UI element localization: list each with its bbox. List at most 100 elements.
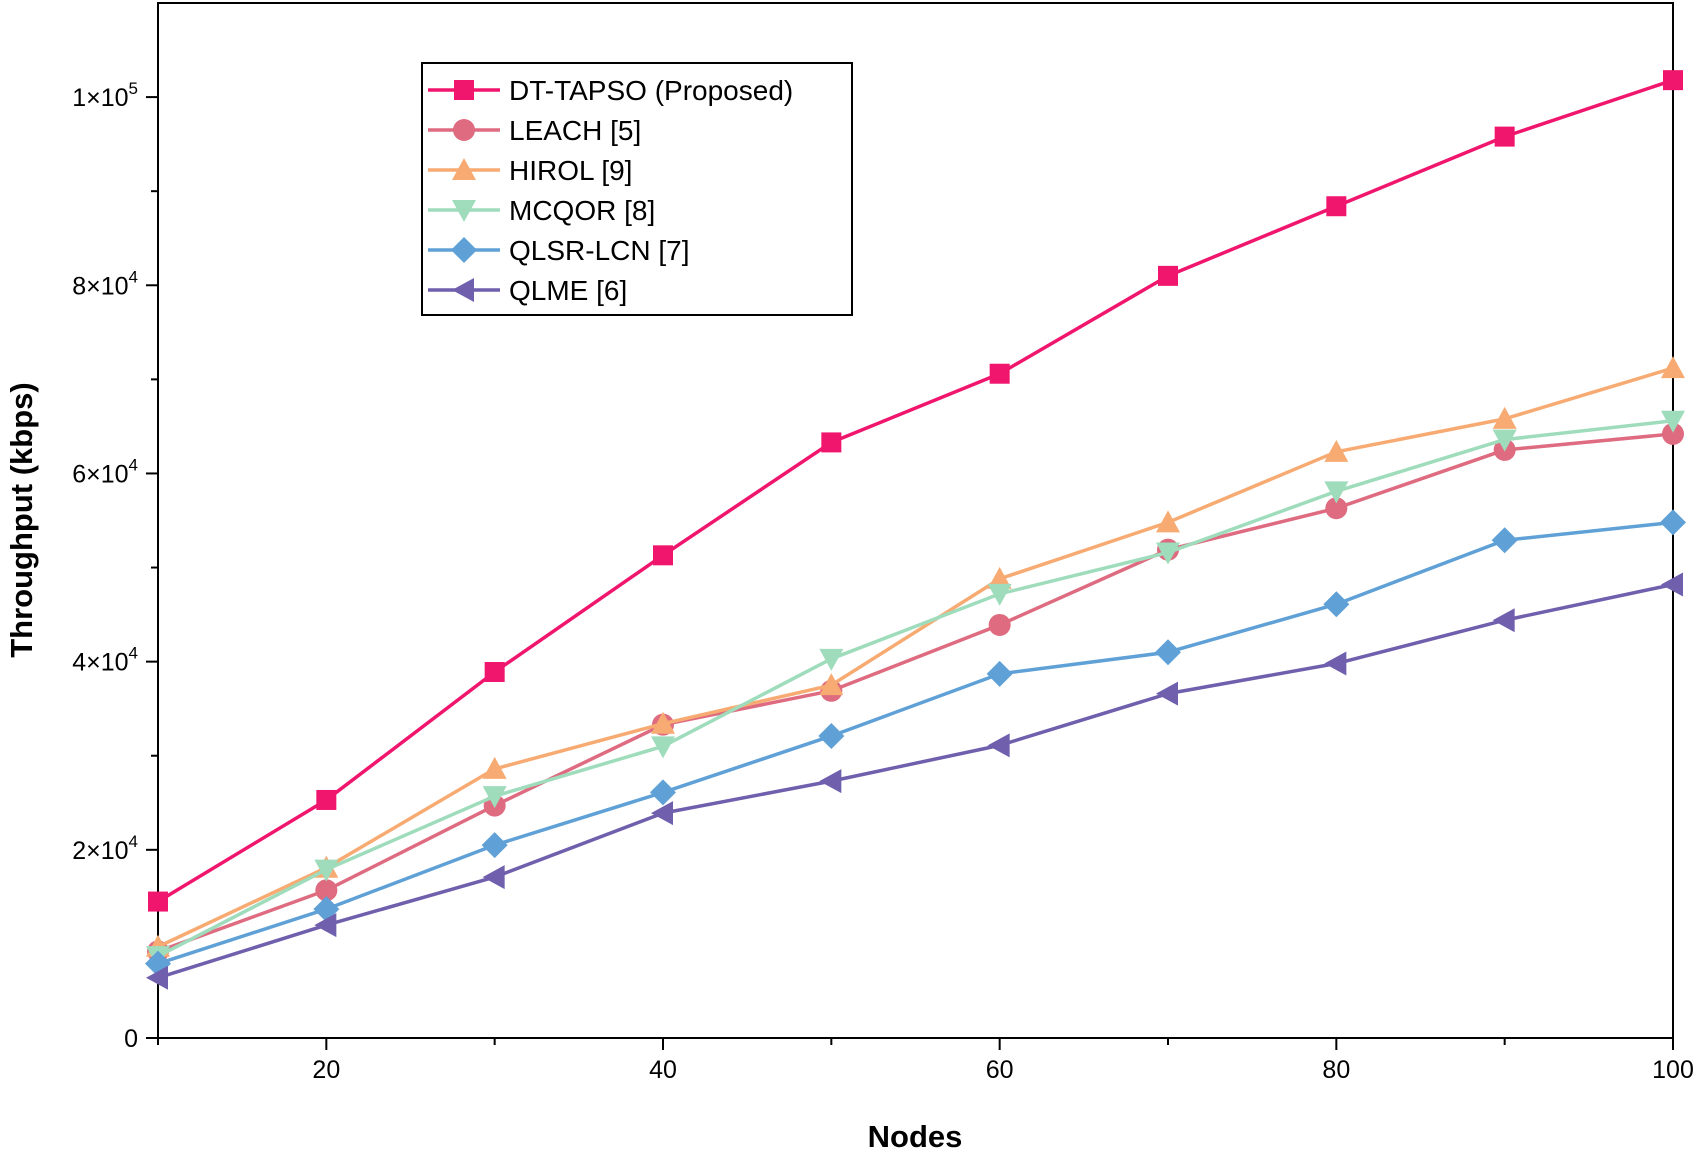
- data-point: [1324, 481, 1349, 504]
- series-line: [157, 520, 1674, 966]
- legend-item: MCQOR [8]: [428, 195, 655, 226]
- series-line: [157, 432, 1674, 954]
- y-tick-mantissa: 1×10: [72, 84, 128, 112]
- data-point: [1324, 651, 1347, 676]
- data-point: [819, 769, 842, 794]
- data-point: [651, 711, 675, 734]
- legend-item: HIROL [9]: [428, 155, 632, 186]
- data-point: [1326, 196, 1347, 217]
- legend-label: MCQOR [8]: [509, 195, 655, 226]
- data-point: [987, 733, 1010, 758]
- data-point: [1661, 572, 1683, 597]
- data-point: [1156, 681, 1178, 706]
- y-tick-label: 0: [124, 1025, 138, 1053]
- data-point: [1491, 527, 1518, 554]
- y-tick-mantissa: 0: [124, 1025, 138, 1053]
- legend-marker: [452, 278, 474, 302]
- data-point: [484, 661, 505, 682]
- legend-marker: [452, 158, 476, 180]
- data-point: [1661, 410, 1685, 433]
- data-point: [988, 613, 1011, 636]
- series-1: [148, 70, 1683, 912]
- data-point: [986, 660, 1013, 687]
- data-point: [146, 965, 168, 990]
- data-point: [987, 566, 1012, 589]
- y-tick-mantissa: 6×10: [72, 460, 128, 488]
- legend-box: [421, 62, 853, 316]
- y-axis-title: Throughput (kbps): [4, 382, 39, 658]
- y-tick-label: 2×104: [72, 832, 138, 865]
- data-point: [1323, 591, 1350, 618]
- legend: DT-TAPSO (Proposed) LEACH [5] HIROL [9] MCQ…: [421, 62, 853, 316]
- data-point: [651, 736, 675, 759]
- y-tick-label: 1×105: [72, 79, 138, 112]
- data-point: [819, 673, 844, 696]
- legend-item: QLME [6]: [428, 275, 627, 306]
- legend-item: DT-TAPSO (Proposed): [428, 75, 793, 106]
- x-tick-label: 20: [312, 1056, 340, 1084]
- y-tick-exponent: 4: [129, 832, 138, 851]
- legend-item: QLSR-LCN [7]: [428, 235, 690, 266]
- data-point: [1155, 639, 1181, 666]
- data-point: [989, 363, 1010, 384]
- data-point: [1156, 542, 1180, 565]
- legend-label: HIROL [9]: [509, 155, 632, 186]
- y-tick-label: 8×104: [72, 267, 138, 300]
- data-point: [482, 756, 507, 779]
- data-point: [1660, 509, 1686, 536]
- y-tick-mantissa: 8×10: [72, 272, 128, 300]
- data-point: [818, 722, 845, 749]
- x-tick-label: 80: [1322, 1056, 1350, 1084]
- y-tick-mantissa: 4×10: [72, 649, 128, 677]
- series-6: [146, 572, 1683, 990]
- data-point: [987, 583, 1012, 606]
- data-point: [1492, 429, 1517, 452]
- data-point: [1663, 70, 1683, 91]
- data-point: [1158, 265, 1178, 286]
- x-axis: 20 40 60 80 100: [157, 1038, 1694, 1084]
- series-2: [147, 422, 1684, 963]
- legend-label: QLSR-LCN [7]: [509, 235, 690, 266]
- series-line: [157, 419, 1674, 958]
- data-point: [482, 865, 505, 890]
- data-point: [1661, 356, 1685, 379]
- x-tick-label: 60: [986, 1056, 1014, 1084]
- series-line: [157, 582, 1674, 980]
- data-point: [481, 832, 508, 859]
- data-point: [482, 786, 507, 809]
- data-point: [653, 545, 673, 566]
- y-tick-mantissa: 2×10: [72, 837, 128, 865]
- data-point: [1156, 510, 1180, 533]
- data-point: [314, 859, 339, 882]
- legend-marker: [454, 80, 474, 100]
- legend-item: LEACH [5]: [428, 115, 641, 146]
- y-tick-exponent: 4: [129, 644, 138, 663]
- legend-marker: [452, 200, 476, 222]
- x-tick-label: 40: [649, 1056, 677, 1084]
- legend-marker: [451, 237, 477, 263]
- data-point: [1324, 439, 1349, 462]
- data-point: [1662, 422, 1684, 445]
- data-point: [315, 879, 338, 902]
- data-point: [148, 891, 168, 912]
- y-tick-label: 4×104: [72, 644, 138, 677]
- data-point: [651, 801, 673, 826]
- data-point: [314, 913, 337, 938]
- x-axis-title: Nodes: [868, 1119, 963, 1154]
- y-tick-exponent: 5: [129, 79, 138, 98]
- series-layer: [145, 70, 1686, 990]
- legend-label: DT-TAPSO (Proposed): [509, 75, 793, 106]
- data-point: [1325, 497, 1348, 520]
- data-point: [1494, 126, 1515, 147]
- series-line: [157, 78, 1674, 904]
- data-point: [1492, 406, 1517, 429]
- data-point: [1492, 608, 1515, 633]
- data-point: [316, 789, 337, 810]
- data-point: [819, 648, 844, 671]
- series-line: [157, 366, 1674, 949]
- data-point: [650, 779, 676, 806]
- series-4: [146, 410, 1685, 969]
- plot-frame: [157, 2, 1674, 1039]
